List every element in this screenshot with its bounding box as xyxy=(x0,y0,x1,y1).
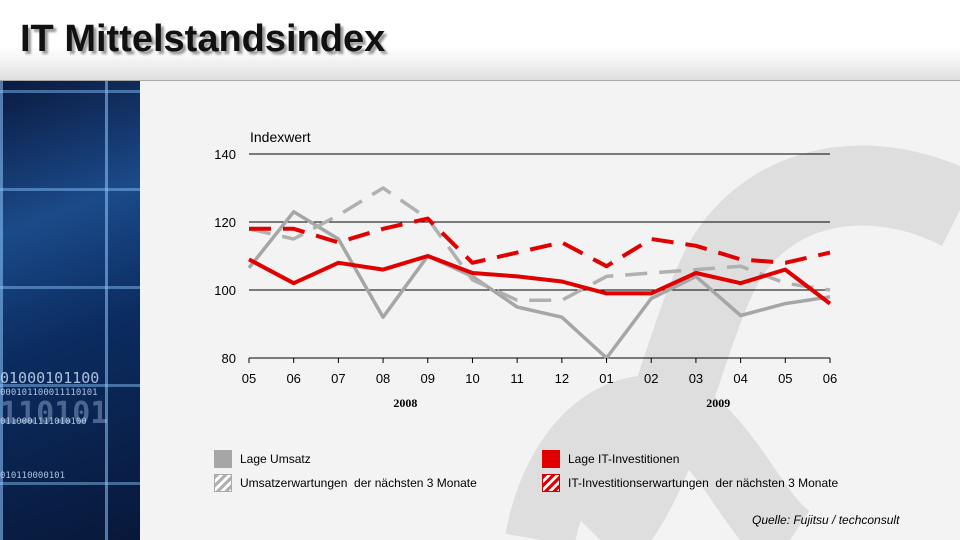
legend-item-lage-umsatz: Lage Umsatz xyxy=(214,450,311,468)
x-tick-label: 08 xyxy=(376,371,390,386)
y-tick-label: 100 xyxy=(214,283,236,298)
x-tick-label: 06 xyxy=(286,371,300,386)
series-line-3 xyxy=(249,216,831,269)
x-tick-label: 06 xyxy=(823,371,837,386)
legend-swatch xyxy=(542,474,560,492)
x-tick-label: 02 xyxy=(644,371,658,386)
series-line-2 xyxy=(248,254,832,306)
fujitsu-logo-watermark xyxy=(505,145,960,540)
legend-swatch xyxy=(542,450,560,468)
legend-item-umsatzerwartungen: Umsatzerwartungen der nächsten 3 Monate xyxy=(214,474,477,492)
legend-item-it-investitionserwartungen: IT-Investitionserwartungen der nächsten … xyxy=(542,474,838,492)
title-bar: IT Mittelstandsindex xyxy=(0,0,960,81)
x-tick-label: 11 xyxy=(510,371,524,386)
decorative-tech-image: 01000101100 000101100011110101 110101 01… xyxy=(0,81,140,540)
legend-label: Umsatzerwartungen der nächsten 3 Monate xyxy=(240,476,477,490)
x-tick-label: 05 xyxy=(242,371,256,386)
binary-text: 0110001111010100 xyxy=(0,417,87,427)
binary-text: 01000101100 xyxy=(0,369,100,387)
legend-swatch xyxy=(214,474,232,492)
x-tick-label: 10 xyxy=(465,371,479,386)
year-label: 2008 xyxy=(393,396,417,410)
series-line-1 xyxy=(248,186,831,302)
x-tick-label: 04 xyxy=(733,371,747,386)
year-label: 2009 xyxy=(706,396,730,410)
binary-text: 000101100011110101 xyxy=(0,388,98,398)
legend-label: IT-Investitionserwartungen der nächsten … xyxy=(568,476,839,490)
y-tick-label: 120 xyxy=(214,215,236,230)
x-tick-label: 07 xyxy=(331,371,345,386)
y-tick-label: 140 xyxy=(214,147,236,162)
x-tick-label: 09 xyxy=(421,371,435,386)
legend-swatch xyxy=(214,450,232,468)
legend-item-lage-it-investitionen: Lage IT-Investitionen xyxy=(542,450,679,468)
source-note: Quelle: Fujitsu / techconsult xyxy=(752,513,900,527)
series-line-0 xyxy=(247,210,831,360)
x-tick-label: 01 xyxy=(599,371,613,386)
x-tick-label: 03 xyxy=(689,371,703,386)
y-axis-label: Indexwert xyxy=(250,129,311,145)
y-tick-label: 80 xyxy=(222,351,236,366)
legend-label: Lage Umsatz xyxy=(240,452,311,466)
page-title: IT Mittelstandsindex xyxy=(20,18,386,60)
x-tick-label: 05 xyxy=(778,371,792,386)
binary-text: 110101 xyxy=(0,396,109,431)
x-tick-label: 12 xyxy=(555,371,569,386)
binary-text: 010110000101 xyxy=(0,471,66,481)
legend-label: Lage IT-Investitionen xyxy=(568,452,680,466)
